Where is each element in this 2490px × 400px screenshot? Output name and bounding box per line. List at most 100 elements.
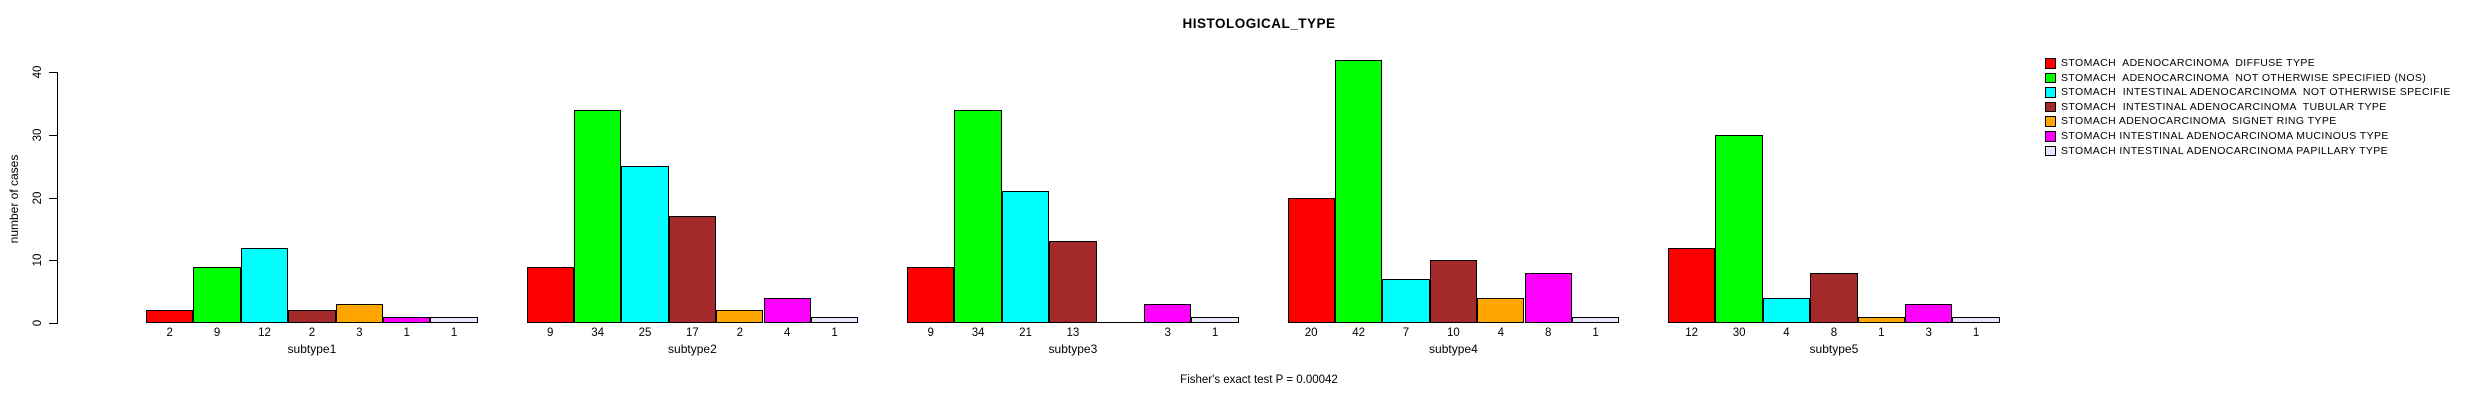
bar-value-label: 10 xyxy=(1446,327,1460,339)
bar-value-label: 2 xyxy=(308,327,316,339)
bar-value-label: 1 xyxy=(1592,327,1599,339)
bar-value-label: 12 xyxy=(258,327,271,339)
category-label: subtype2 xyxy=(668,342,717,356)
bar xyxy=(1049,241,1097,323)
legend-swatch xyxy=(2045,87,2056,98)
bar xyxy=(430,317,478,323)
bar xyxy=(716,310,764,323)
y-tick-label: 30 xyxy=(32,128,44,142)
y-tick-label: 20 xyxy=(32,191,44,204)
legend-swatch xyxy=(2045,58,2056,69)
bar-value-label: 1 xyxy=(450,327,458,339)
bar xyxy=(1524,273,1572,323)
category-label: subtype1 xyxy=(287,342,337,356)
y-tick-label: 40 xyxy=(32,65,44,79)
legend-label: STOMACH INTESTINAL ADENOCARCINOMA MUCINO… xyxy=(2061,130,2389,142)
y-tick-mark xyxy=(49,72,57,74)
legend-swatch xyxy=(2045,101,2056,113)
fisher-test-caption: Fisher's exact test P = 0.00042 xyxy=(1180,374,1338,386)
bar xyxy=(1715,135,1763,323)
bar xyxy=(288,310,336,323)
y-tick-mark xyxy=(49,323,57,324)
y-tick-label: 0 xyxy=(32,319,44,327)
y-tick-mark xyxy=(49,260,57,262)
bar-value-label: 1 xyxy=(1972,327,1980,339)
y-tick-mark xyxy=(49,197,57,199)
bar-value-label: 9 xyxy=(546,327,554,339)
bar xyxy=(810,317,859,323)
chart-title: HISTOLOGICAL_TYPE xyxy=(1182,16,1336,31)
bar-value-label: 8 xyxy=(1830,327,1838,339)
y-tick-mark xyxy=(49,134,57,136)
bar xyxy=(1477,298,1525,323)
bar xyxy=(1334,60,1383,323)
bar xyxy=(1191,317,1239,323)
bar-value-label: 3 xyxy=(356,327,363,339)
bar xyxy=(1810,273,1858,323)
bar-value-label: 17 xyxy=(685,327,699,339)
bar xyxy=(1429,260,1478,323)
bar-value-label: 34 xyxy=(591,327,604,339)
bar-zero-line xyxy=(1096,322,1144,323)
bar xyxy=(668,216,717,323)
bar-value-label: 12 xyxy=(1685,327,1699,339)
bar xyxy=(1382,279,1430,323)
bar-value-label: 8 xyxy=(1544,327,1552,339)
bar xyxy=(954,110,1002,323)
legend-label: STOMACH INTESTINAL ADENOCARCINOMA PAPILL… xyxy=(2061,144,2389,157)
legend-swatch xyxy=(2045,72,2056,84)
bar xyxy=(335,304,383,323)
y-tick-label: 10 xyxy=(32,253,44,267)
legend-swatch xyxy=(2045,116,2056,127)
legend-swatch xyxy=(2045,145,2056,157)
bar xyxy=(1001,191,1050,323)
bar xyxy=(1952,317,2000,323)
bar-value-label: 9 xyxy=(213,327,221,339)
category-label: subtype5 xyxy=(1809,342,1859,356)
legend-label: STOMACH ADENOCARCINOMA NOT OTHERWISE SPE… xyxy=(2061,71,2427,84)
bar-value-label: 20 xyxy=(1304,327,1318,339)
bar-value-label: 9 xyxy=(927,327,934,339)
bar-value-label: 4 xyxy=(1497,327,1504,339)
bar-value-label: 13 xyxy=(1066,327,1080,339)
bar-value-label: 1 xyxy=(831,327,838,339)
category-label: subtype3 xyxy=(1048,342,1098,356)
bar-value-label: 34 xyxy=(971,327,985,339)
bar xyxy=(1144,304,1192,323)
bar xyxy=(1668,248,1716,323)
bar xyxy=(383,317,431,323)
bar xyxy=(573,110,622,323)
bar-value-label: 3 xyxy=(1164,327,1171,339)
bar-value-label: 1 xyxy=(1211,327,1219,339)
bar xyxy=(526,267,574,323)
bar-value-label: 2 xyxy=(736,327,743,339)
bar xyxy=(146,310,194,323)
legend-swatch xyxy=(2045,131,2056,142)
bar-value-label: 4 xyxy=(783,327,791,339)
bar-value-label: 1 xyxy=(403,327,410,339)
legend-label: STOMACH INTESTINAL ADENOCARCINOMA TUBULA… xyxy=(2061,100,2387,113)
bar xyxy=(1857,317,1905,323)
category-label: subtype4 xyxy=(1429,342,1478,356)
bar-value-label: 7 xyxy=(1402,327,1410,339)
bar xyxy=(240,248,289,323)
bar xyxy=(1571,317,1620,323)
bar xyxy=(907,267,955,323)
bar xyxy=(1762,298,1811,323)
bar-value-label: 2 xyxy=(166,327,173,339)
legend-label: STOMACH INTESTINAL ADENOCARCINOMA NOT OT… xyxy=(2061,86,2451,99)
bar-value-label: 3 xyxy=(1925,327,1932,339)
bar xyxy=(193,267,241,323)
legend-label: STOMACH ADENOCARCINOMA SIGNET RING TYPE xyxy=(2061,115,2337,128)
bar-value-label: 1 xyxy=(1878,327,1885,339)
bar-value-label: 4 xyxy=(1783,327,1790,339)
bar xyxy=(1905,304,1953,323)
bar-value-label: 30 xyxy=(1732,327,1746,339)
bar-value-label: 42 xyxy=(1352,327,1365,339)
bar-value-label: 21 xyxy=(1019,327,1032,339)
y-axis-line xyxy=(57,72,58,324)
bar xyxy=(1287,198,1335,323)
legend-label: STOMACH ADENOCARCINOMA DIFFUSE TYPE xyxy=(2061,57,2316,69)
